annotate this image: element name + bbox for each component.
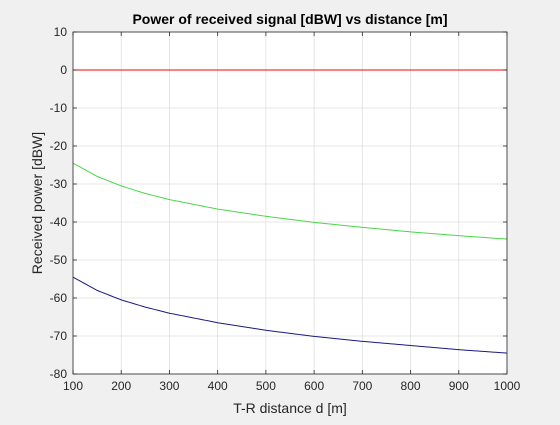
y-tick-label: -50 <box>50 253 68 267</box>
x-tick-label: 900 <box>449 379 469 393</box>
x-tick-label: 700 <box>352 379 372 393</box>
x-tick-label: 100 <box>63 379 83 393</box>
y-tick-label: -20 <box>50 139 68 153</box>
chart-title: Power of received signal [dBW] vs distan… <box>132 11 447 27</box>
x-tick-label: 400 <box>208 379 228 393</box>
series-line-3 <box>72 276 508 354</box>
x-tick-label: 500 <box>256 379 276 393</box>
x-tick-label: 300 <box>159 379 179 393</box>
y-tick-label: -70 <box>50 329 68 343</box>
x-tick-label: 800 <box>401 379 421 393</box>
y-tick-label: 10 <box>54 25 68 39</box>
y-tick-label: -40 <box>50 215 68 229</box>
series-line-2 <box>72 162 508 240</box>
series-lines <box>72 69 508 354</box>
plot-frame <box>72 31 508 375</box>
x-axis-label: T-R distance d [m] <box>233 400 347 416</box>
x-tick-label: 600 <box>304 379 324 393</box>
y-tick-label: 0 <box>60 63 67 77</box>
y-tick-label: -80 <box>50 367 68 381</box>
x-tick-label: 200 <box>111 379 131 393</box>
y-axis-label: Received power [dBW] <box>29 132 45 274</box>
y-tick-label: -60 <box>50 291 68 305</box>
y-tick-label: -30 <box>50 177 68 191</box>
x-tick-label: 1000 <box>494 379 521 393</box>
y-tick-label: -10 <box>50 101 68 115</box>
plot-area <box>73 32 507 374</box>
axis-ticks: 100 200 300 400 500 600 700 800 900 1000100-10-20… <box>50 25 521 393</box>
